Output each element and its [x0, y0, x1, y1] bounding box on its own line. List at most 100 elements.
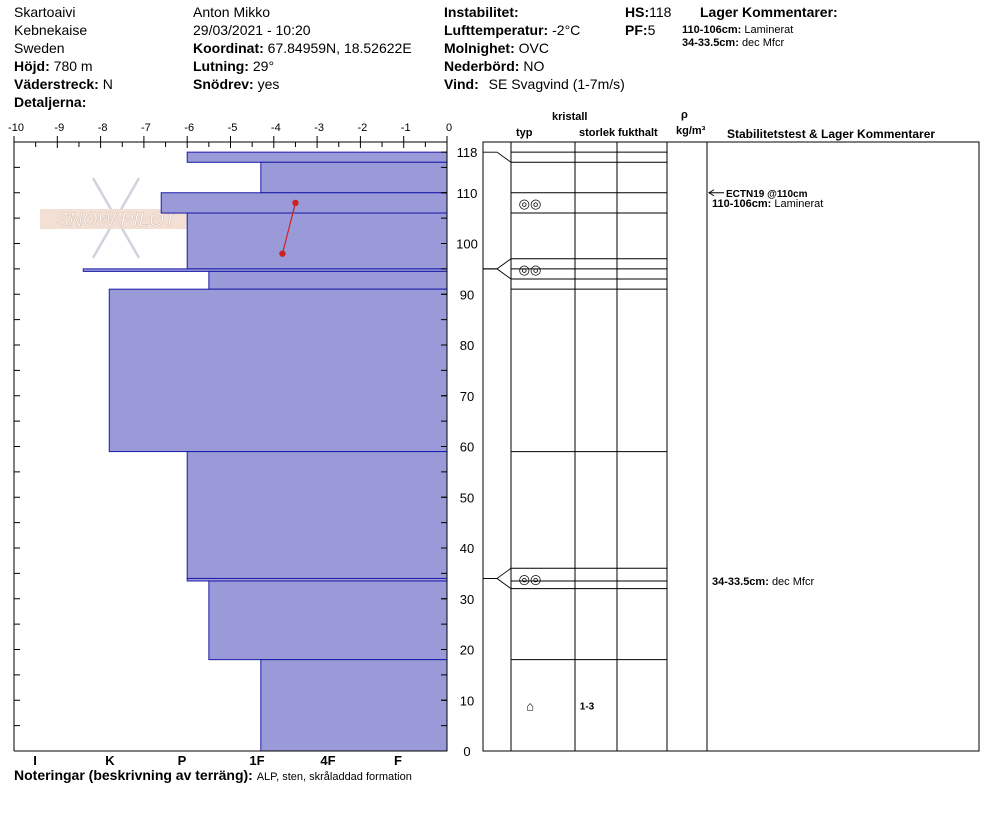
temp-tick-label: 0 [446, 122, 452, 134]
slope-value: 29° [252, 58, 275, 74]
hardness-tick-label: P [178, 753, 187, 768]
table-comment: 110-106cm: Laminerat [712, 198, 823, 210]
table-comment: 34-33.5cm: dec Mfcr [712, 576, 814, 588]
temp-point [279, 250, 286, 257]
hardness-layer [186, 151, 448, 163]
col-fukthalt: fukthalt [618, 127, 658, 140]
table-comment-text: dec Mfcr [772, 576, 815, 588]
notes-label: Noteringar (beskrivning av terräng): [14, 767, 253, 783]
airtemp-label: Lufttemperatur: [444, 22, 549, 38]
hs-value: 118 [649, 4, 672, 20]
height-tick-label: 50 [460, 490, 474, 505]
sky-row: Molnighet: OVC [444, 40, 549, 56]
hardness-layer [186, 451, 448, 579]
temp-tick-label: -6 [184, 122, 194, 134]
grain-size: 1-3 [580, 701, 595, 712]
layer-connector [483, 268, 512, 280]
hardness-layer [108, 288, 448, 453]
table-comment-range: 110-106cm: [712, 198, 774, 210]
layer-comment-range: 110-106cm: [682, 24, 742, 36]
layer-connector [483, 578, 512, 589]
precip-value: NO [523, 58, 545, 74]
hardness-layers [82, 151, 448, 752]
layer-comments-label: Lager Kommentarer: [700, 4, 838, 20]
layer-comment-range: 34-33.5cm: [682, 37, 739, 49]
coord-label: Koordinat: [193, 40, 264, 56]
table-comment-text: Laminerat [774, 198, 823, 210]
height-tick-label: 0 [463, 744, 470, 759]
coord-row: Koordinat: 67.84959N, 18.52622E [193, 40, 412, 56]
wind-value: SE Svagvind (1-7m/s) [488, 76, 625, 92]
height-tick-label: 70 [460, 389, 474, 404]
layer-comment: 110-106cm: Laminerat [682, 24, 793, 37]
datetime: 29/03/2021 - 10:20 [193, 22, 311, 38]
hardness-tick-label: 4F [320, 753, 335, 768]
hardness-layer [186, 212, 448, 270]
grain-symbol: ◎◎ [519, 196, 542, 211]
temp-tick-label: -4 [271, 122, 281, 134]
height-tick-label: 100 [456, 237, 478, 252]
temp-tick-label: -7 [141, 122, 151, 134]
height-tick-label: 20 [460, 643, 474, 658]
grain-symbol: ◎◎ [519, 262, 542, 277]
sky-label: Molnighet: [444, 40, 515, 56]
col-rho: ρ [681, 109, 688, 121]
temperature-profile [279, 199, 299, 257]
temp-line [281, 202, 297, 254]
aspect-label: Väderstreck: [14, 76, 99, 92]
hardness-tick-label: I [33, 753, 37, 768]
airtemp-value: -2°C [552, 22, 581, 38]
axes: -10 -9 -8 -7 -6 -5 -4 -3 -2 -1 0I K P 1F 4F F0102030405… [8, 122, 478, 768]
country: Sweden [14, 40, 65, 56]
table-frame [482, 141, 980, 752]
watermark-band [40, 209, 192, 229]
test-arrow-head [708, 189, 715, 197]
instability-label: Instabilitet: [444, 4, 519, 20]
height-tick-label: 30 [460, 592, 474, 607]
hs-label: HS: [625, 4, 650, 20]
wind-row: Vind: SE Svagvind (1-7m/s) [444, 76, 625, 92]
height-tick-label: 90 [460, 287, 474, 302]
stability-test: ECTN19 @110cm [726, 189, 808, 200]
height-tick-label: 118 [457, 145, 478, 160]
location: Skartoaivi [14, 4, 76, 20]
height-tick-label: 60 [460, 440, 474, 455]
elevation-label: Höjd: [14, 58, 50, 74]
temp-tick-label: -9 [54, 122, 64, 134]
temp-tick-label: -2 [358, 122, 368, 134]
drift-row: Snödrev: yes [193, 76, 279, 92]
layer-comment-text: Laminerat [744, 24, 794, 36]
col-kristall: kristall [552, 111, 588, 123]
table-comment-range: 34-33.5cm: [712, 576, 772, 588]
col-typ: typ [516, 127, 533, 139]
notes-row: Noteringar (beskrivning av terräng): ALP… [14, 767, 412, 784]
temp-tick-label: -10 [8, 122, 24, 134]
precip-label: Nederbörd: [444, 58, 520, 74]
height-tick-label: 10 [460, 693, 474, 708]
temp-tick-label: -8 [98, 122, 108, 134]
layer-connector [483, 567, 512, 579]
coord-value: 67.84959N, 18.52622E [267, 40, 412, 56]
drift-label: Snödrev: [193, 76, 254, 92]
hardness-tick-label: K [105, 753, 115, 768]
wind-label: Vind: [444, 76, 479, 92]
details-label: Detaljerna: [14, 94, 87, 110]
pf-label: PF: [625, 22, 648, 38]
temp-tick-label: -1 [401, 122, 411, 134]
hardness-tick-label: 1F [249, 753, 264, 768]
airtemp-row: Lufttemperatur: -2°C [444, 22, 580, 38]
snowpilot-watermark: SNOW PILOT [40, 177, 192, 259]
height-tick-label: 110 [457, 186, 478, 201]
layer-connector [483, 151, 512, 163]
pf-row: PF:5 [625, 22, 655, 38]
col-stability: Stabilitetstest & Lager Kommentarer [727, 127, 936, 141]
region: Kebnekaise [14, 22, 88, 38]
grain-symbol: ◎◎ [519, 571, 542, 586]
slope-label: Lutning: [193, 58, 249, 74]
col-storlek: storlek [579, 127, 616, 139]
layer-comment: 34-33.5cm: dec Mfcr [682, 37, 784, 50]
grain-symbol: ⌂ [526, 698, 534, 713]
drift-value: yes [257, 76, 280, 92]
layer-connector [483, 258, 512, 270]
